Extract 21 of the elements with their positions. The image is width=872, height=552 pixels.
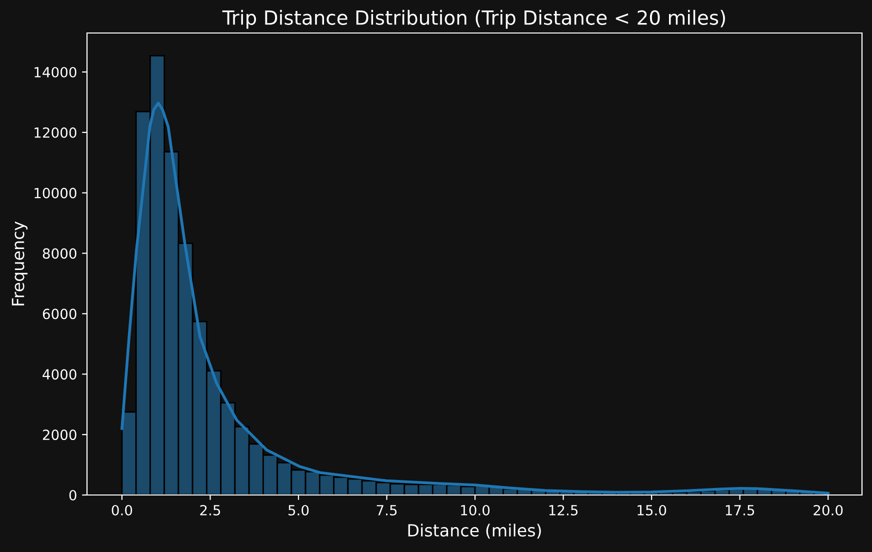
x-tick-label: 10.0 — [461, 504, 490, 516]
chart-title: Trip Distance Distribution (Trip Distance < 20 miles) — [222, 10, 725, 29]
y-tick-label: 6000 — [42, 308, 76, 320]
y-tick-label: 4000 — [42, 369, 76, 380]
y-tick-label: 14000 — [34, 66, 76, 78]
x-tick-label: 2.5 — [200, 504, 220, 516]
y-axis-title: Frequency — [12, 221, 28, 306]
x-tick-label: 12.5 — [549, 504, 578, 516]
x-tick-label: 20.0 — [814, 504, 843, 516]
x-axis-title: Distance (miles) — [408, 524, 541, 539]
y-tick-label: 10000 — [34, 188, 76, 198]
y-tick-label: 8000 — [42, 248, 76, 259]
line-series — [120, 102, 830, 495]
x-tick-label: 7.5 — [376, 505, 397, 516]
x-tick-label: 0.0 — [112, 504, 132, 516]
y-tick-label: 0 — [69, 490, 76, 500]
x-tick-label: 5.0 — [288, 504, 309, 516]
x-tick-label: 17.5 — [726, 505, 754, 516]
x-tick-label: 15.0 — [638, 504, 666, 516]
y-tick-label: 2000 — [42, 430, 76, 440]
y-tick-label: 12000 — [34, 127, 76, 138]
